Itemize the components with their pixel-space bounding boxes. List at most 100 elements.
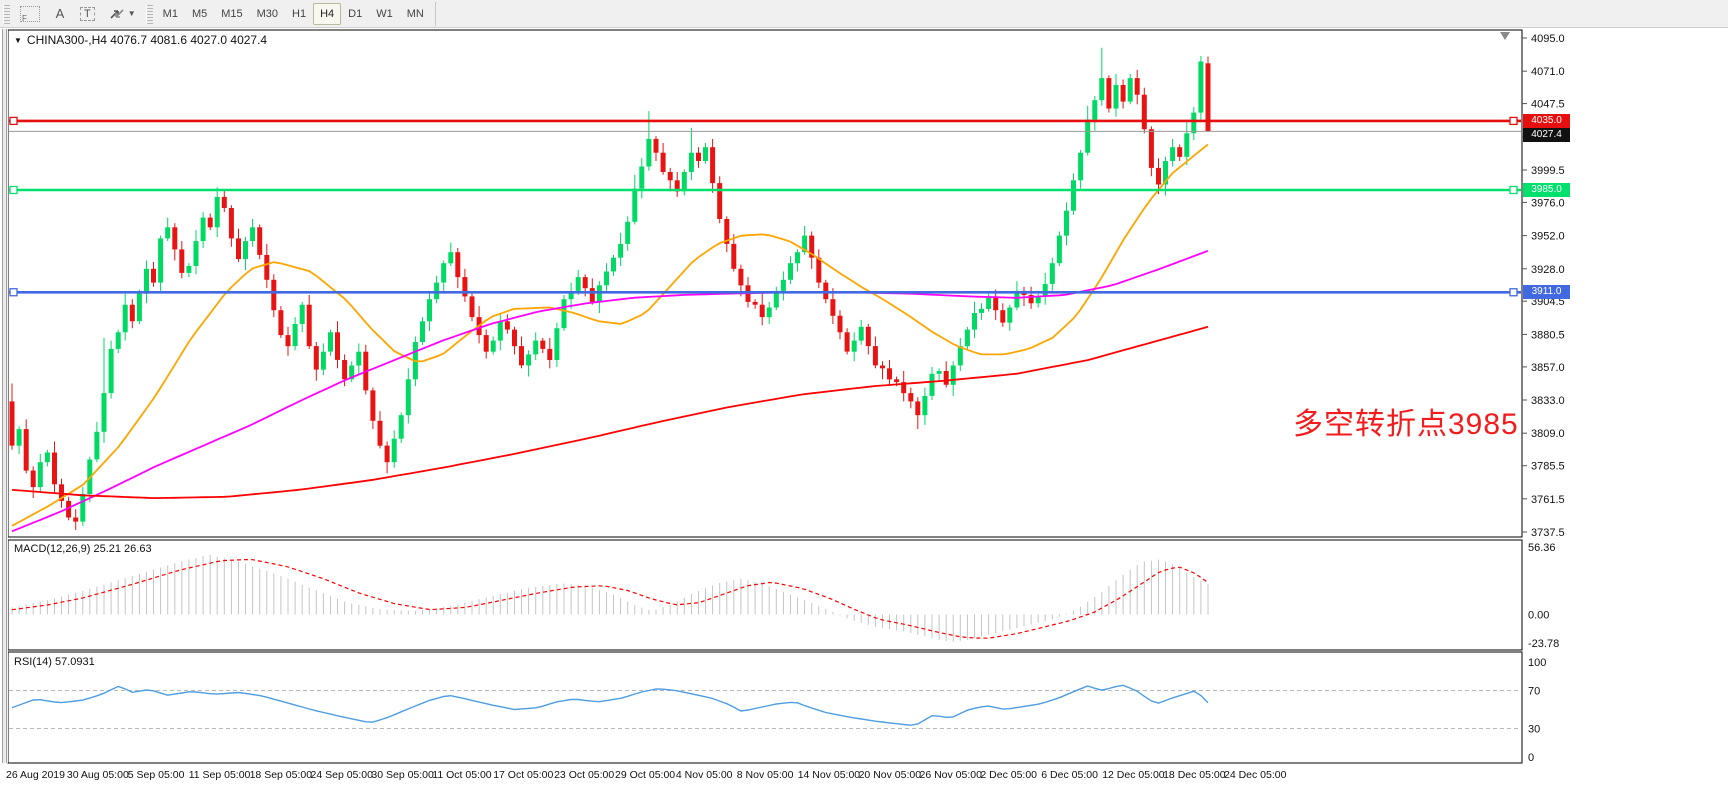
hline-handle[interactable] — [1509, 185, 1518, 195]
candle-body — [773, 290, 779, 308]
candle-body — [448, 252, 454, 264]
textbox-tool-icon[interactable]: T — [73, 3, 102, 25]
candle-body — [816, 257, 822, 283]
candle-body — [1000, 310, 1006, 323]
candle-body — [427, 299, 432, 322]
candle-body — [533, 340, 539, 355]
candle-body — [894, 379, 900, 383]
price-tick-label: 3785.5 — [1531, 461, 1565, 473]
candle-body — [200, 217, 206, 242]
grid-glyph: F — [20, 5, 40, 23]
candle-body — [186, 266, 192, 273]
candle-body — [328, 332, 333, 352]
timeframe-h4[interactable]: H4 — [313, 2, 342, 25]
candle-body — [582, 277, 588, 289]
hline-handle[interactable] — [1509, 288, 1518, 297]
candle-body — [788, 263, 793, 280]
timeframe-m15[interactable]: M15 — [214, 3, 249, 25]
timeframe-w1[interactable]: W1 — [369, 3, 400, 25]
candle-body — [766, 307, 772, 318]
timeframe-h1[interactable]: H1 — [285, 3, 313, 25]
candle-body — [639, 166, 645, 189]
timeframe-m30[interactable]: M30 — [250, 3, 285, 25]
candle-body — [455, 252, 461, 278]
timeframe-m1[interactable]: M1 — [156, 3, 185, 25]
price-tick-label: 4095.0 — [1531, 33, 1565, 45]
window-splitter[interactable] — [0, 29, 8, 763]
timeframe-m5[interactable]: M5 — [185, 3, 214, 25]
hline-handle[interactable] — [1509, 116, 1518, 126]
candle-body — [943, 371, 949, 385]
candle-body — [972, 313, 977, 330]
chart-shift-marker-icon[interactable] — [1500, 32, 1510, 40]
candle-body — [462, 277, 468, 297]
price-tick-label: 3761.5 — [1531, 494, 1565, 506]
candle-body — [420, 321, 425, 342]
candle-body — [101, 393, 107, 432]
candle-body — [335, 332, 340, 360]
candle-body — [809, 235, 815, 258]
date-label: 12 Dec 05:00 — [1102, 769, 1165, 781]
hline-handle[interactable] — [9, 185, 18, 195]
date-label: 6 Dec 05:00 — [1041, 769, 1098, 781]
candle-body — [858, 326, 864, 341]
candle-body — [377, 420, 383, 446]
date-label: 8 Nov 05:00 — [737, 769, 794, 781]
candle-body — [589, 288, 595, 302]
candle-body — [1148, 129, 1154, 168]
candle-body — [957, 346, 963, 366]
candle-body — [9, 401, 15, 446]
candle-body — [667, 172, 673, 181]
price-tick-label: 3976.0 — [1531, 197, 1565, 209]
candle-body — [52, 452, 57, 485]
timeframe-d1[interactable]: D1 — [341, 3, 369, 25]
price-tick-label: 4047.5 — [1531, 99, 1565, 111]
toolbar-grip[interactable] — [145, 3, 153, 24]
candle-body — [1184, 133, 1190, 157]
candle-body — [214, 196, 220, 228]
panel-frame — [7, 29, 1523, 538]
candles-layer — [9, 47, 1211, 533]
date-label: 23 Oct 05:00 — [554, 769, 614, 781]
date-label: 30 Aug 05:00 — [67, 769, 129, 781]
candle-body — [236, 238, 241, 260]
candle-body — [653, 138, 659, 153]
candle-body — [243, 241, 248, 260]
candle-body — [632, 188, 638, 222]
candle-body — [398, 415, 404, 439]
candle-body — [23, 429, 29, 471]
candle-body — [922, 395, 928, 416]
dropdown-caret-icon: ▼ — [127, 9, 136, 18]
candle-body — [872, 346, 878, 366]
candle-body — [356, 351, 362, 366]
candle-body — [887, 368, 892, 380]
ma-fast-line — [11, 143, 1209, 527]
candle-body — [780, 279, 786, 291]
candle-body — [795, 252, 800, 264]
candle-body — [73, 517, 79, 522]
macd-tick-label: -23.78 — [1528, 638, 1559, 650]
candle-body — [165, 227, 171, 239]
macd-signal-line — [11, 558, 1209, 639]
candle-body — [908, 393, 914, 402]
candle-body — [837, 315, 843, 333]
hline-handle[interactable] — [9, 288, 18, 297]
timeframe-mn[interactable]: MN — [400, 3, 431, 25]
candle-body — [512, 329, 517, 347]
arrow-style-icon[interactable]: ▼ — [102, 3, 143, 25]
candle-body — [115, 332, 121, 349]
label-tool-icon[interactable]: A — [47, 3, 73, 25]
candle-body — [604, 271, 609, 286]
candle-body — [703, 147, 708, 161]
candle-body — [1014, 290, 1020, 308]
candle-body — [1071, 180, 1076, 211]
candle-body — [802, 235, 808, 253]
candle-body — [66, 500, 72, 518]
hline-handle[interactable] — [9, 116, 18, 126]
toolbar-grip[interactable] — [3, 3, 10, 24]
forecast-grid-icon[interactable]: F — [13, 3, 47, 25]
candle-body — [342, 360, 348, 380]
date-label: 24 Sep 05:00 — [311, 769, 374, 781]
